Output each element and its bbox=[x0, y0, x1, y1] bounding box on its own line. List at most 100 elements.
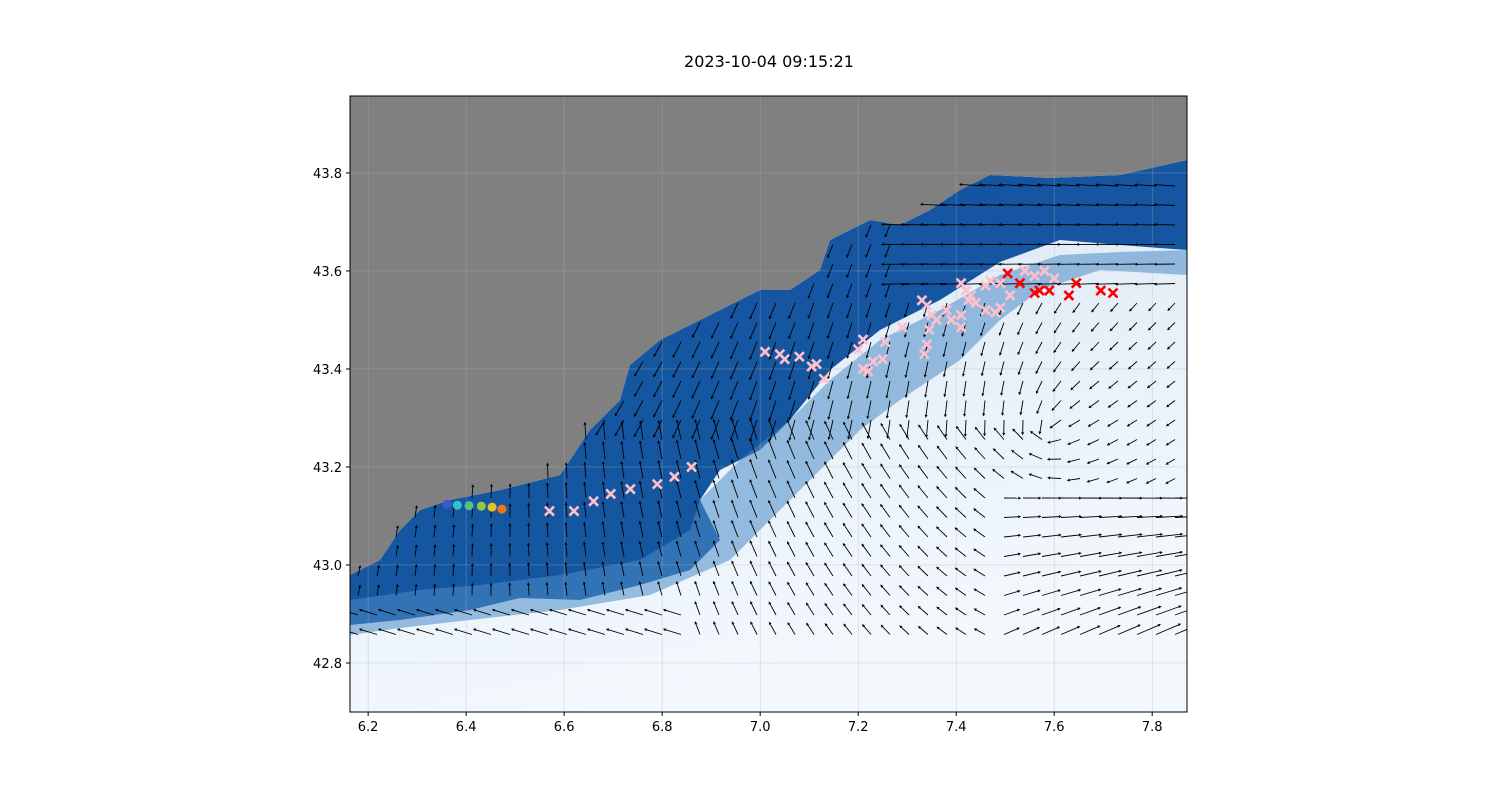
arrow-head bbox=[1036, 242, 1040, 246]
arrow-head bbox=[826, 315, 830, 319]
arrow-head bbox=[1095, 223, 1099, 227]
arrow-head bbox=[807, 335, 811, 340]
arrow-head bbox=[601, 561, 605, 565]
arrow-head bbox=[749, 560, 753, 564]
arrow-head bbox=[1201, 515, 1204, 518]
current-arrow bbox=[1079, 516, 1100, 518]
arrow-head bbox=[786, 500, 790, 504]
red-cross-marker bbox=[1014, 277, 1026, 289]
current-arrow bbox=[769, 441, 777, 460]
arrow-head bbox=[564, 501, 568, 506]
current-arrow bbox=[1136, 606, 1159, 616]
current-arrow bbox=[808, 380, 815, 398]
arrow-head bbox=[564, 482, 568, 486]
pink-cross-marker bbox=[852, 343, 864, 355]
current-arrow bbox=[769, 421, 777, 440]
arrow-head bbox=[1090, 328, 1094, 332]
current-arrow bbox=[919, 567, 929, 577]
arrow-head bbox=[880, 503, 884, 508]
y-tick-label: 43.6 bbox=[313, 265, 342, 280]
arrow-head bbox=[1017, 262, 1021, 266]
arrow-head bbox=[768, 397, 772, 401]
arrow-head bbox=[396, 628, 401, 632]
arrow-head bbox=[638, 460, 642, 464]
current-arrow bbox=[1001, 380, 1005, 394]
pink-cross-marker bbox=[931, 314, 943, 326]
arrow-head bbox=[958, 262, 962, 266]
current-arrow bbox=[639, 443, 644, 460]
arrow-head bbox=[917, 585, 921, 590]
arrow-head bbox=[954, 547, 958, 551]
arrow-head bbox=[827, 396, 831, 400]
arrow-head bbox=[545, 482, 549, 486]
current-arrow bbox=[750, 441, 758, 460]
arrow-head bbox=[786, 459, 790, 464]
current-arrow bbox=[1041, 590, 1059, 596]
current-arrow bbox=[676, 422, 682, 440]
arrow-head bbox=[1036, 222, 1040, 226]
current-arrow bbox=[956, 588, 967, 596]
arrow-head bbox=[826, 295, 830, 299]
current-arrow bbox=[732, 421, 739, 440]
arrow-head bbox=[939, 242, 943, 246]
current-arrow bbox=[881, 566, 891, 577]
arrow-head bbox=[768, 621, 772, 626]
arrow-head bbox=[620, 521, 624, 525]
arrow-head bbox=[1072, 309, 1076, 314]
arrow-head bbox=[1166, 404, 1170, 408]
current-arrow bbox=[963, 361, 967, 375]
current-arrow bbox=[527, 585, 530, 596]
current-arrow bbox=[635, 361, 644, 375]
x-tick-label: 7.4 bbox=[946, 720, 967, 735]
pink-cross-marker bbox=[544, 505, 555, 517]
pink-cross-marker bbox=[921, 339, 933, 350]
arrow-head bbox=[638, 520, 642, 525]
current-arrow bbox=[751, 623, 758, 635]
current-arrow bbox=[886, 380, 891, 396]
arrow-head bbox=[750, 621, 754, 625]
current-arrow bbox=[1156, 204, 1176, 206]
current-arrow bbox=[692, 380, 701, 397]
arrow-head bbox=[1110, 308, 1114, 313]
current-arrow bbox=[904, 302, 910, 316]
arrow-head bbox=[827, 376, 831, 380]
arrow-head bbox=[942, 333, 946, 338]
arrow-head bbox=[510, 608, 515, 612]
arrow-head bbox=[567, 628, 572, 632]
plot-title: 2023-10-04 09:15:21 bbox=[684, 52, 854, 71]
arrow-head bbox=[395, 564, 399, 568]
arrow-head bbox=[900, 262, 904, 266]
arrow-head bbox=[730, 315, 734, 319]
arrow-head bbox=[1128, 327, 1132, 331]
pink-cross-marker bbox=[918, 348, 930, 360]
current-arrow bbox=[964, 419, 967, 434]
current-arrow bbox=[602, 544, 606, 557]
arrow-head bbox=[508, 542, 512, 546]
current-arrow bbox=[692, 322, 701, 336]
arrow-head bbox=[1037, 589, 1041, 593]
arrow-head bbox=[1056, 626, 1061, 630]
arrow-head bbox=[768, 376, 772, 381]
arrow-head bbox=[880, 463, 884, 467]
arrow-head bbox=[963, 433, 967, 437]
current-arrow bbox=[1036, 361, 1043, 372]
arrow-head bbox=[672, 374, 676, 378]
arrow-head bbox=[414, 505, 418, 509]
arrow-head bbox=[620, 460, 624, 465]
current-arrow bbox=[789, 380, 796, 398]
arrow-head bbox=[620, 561, 624, 565]
arrow-head bbox=[453, 608, 458, 612]
arrow-head bbox=[1058, 570, 1062, 574]
arrow-head bbox=[1139, 551, 1143, 555]
arrow-head bbox=[1134, 262, 1138, 266]
arrow-head bbox=[898, 524, 902, 529]
arrow-head bbox=[842, 502, 846, 506]
current-arrow bbox=[433, 546, 436, 557]
arrow-head bbox=[898, 544, 902, 549]
arrow-head bbox=[1147, 346, 1151, 350]
current-arrow bbox=[602, 524, 606, 538]
current-arrow bbox=[1089, 458, 1100, 463]
arrow-head bbox=[827, 355, 830, 360]
arrow-head bbox=[1069, 405, 1073, 409]
arrow-head bbox=[861, 442, 865, 446]
